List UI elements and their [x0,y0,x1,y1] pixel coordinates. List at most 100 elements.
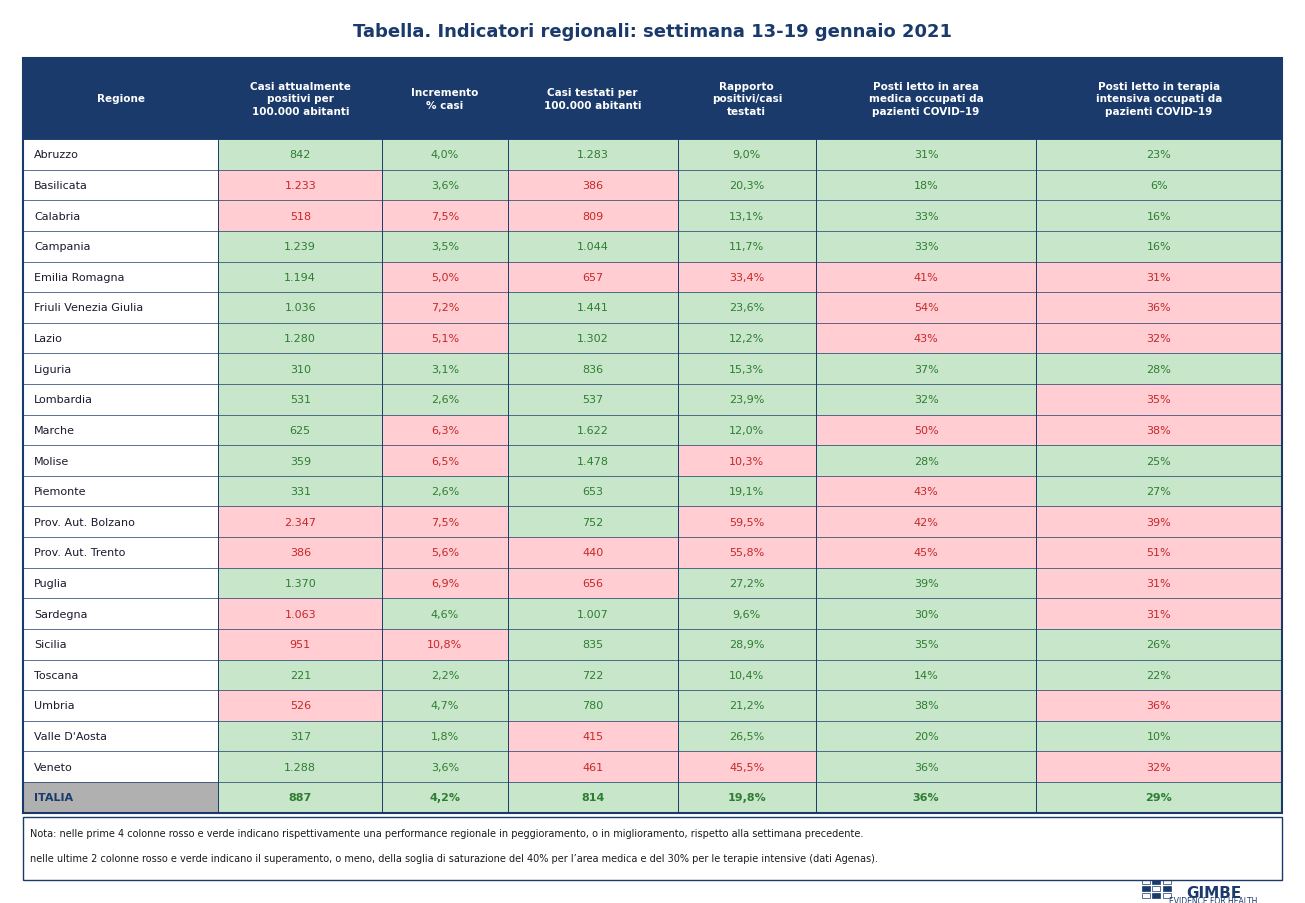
Text: 37%: 37% [913,364,938,375]
Text: 5,1%: 5,1% [431,334,459,344]
Bar [382,385,508,415]
Bar [677,721,816,751]
Text: Sicilia: Sicilia [34,639,67,649]
Bar [23,782,218,813]
Bar [1036,59,1282,140]
Text: 3,1%: 3,1% [431,364,459,375]
Bar [23,385,218,415]
Bar [1036,629,1282,660]
Bar [23,354,218,385]
Bar [508,201,677,232]
Bar [382,59,508,140]
Text: 842: 842 [290,150,311,160]
Text: 7,5%: 7,5% [431,211,459,221]
Bar [23,415,218,446]
Bar [508,323,677,354]
Bar [382,171,508,201]
Text: 25%: 25% [1147,456,1171,466]
Text: 31%: 31% [913,150,938,160]
Bar [816,751,1036,782]
Bar [508,568,677,599]
Text: 39%: 39% [913,578,938,589]
Bar [23,691,218,721]
Text: 415: 415 [582,731,603,741]
Text: 7,5%: 7,5% [431,517,459,527]
Bar [1036,446,1282,477]
Text: 43%: 43% [913,334,938,344]
Bar [816,446,1036,477]
Text: 30%: 30% [913,609,938,619]
Text: 1.007: 1.007 [577,609,608,619]
Bar [218,537,382,568]
Text: 32%: 32% [913,395,938,405]
Bar [23,446,218,477]
Text: 36%: 36% [1147,701,1171,711]
Bar [508,721,677,751]
Text: 36%: 36% [913,762,938,772]
Bar [1036,537,1282,568]
Text: 51%: 51% [1147,548,1171,558]
Text: 1.239: 1.239 [284,242,316,252]
Text: 10,8%: 10,8% [427,639,462,649]
Bar [382,599,508,629]
Bar [23,59,1282,813]
Text: Nota: nelle prime 4 colonne rosso e verde indicano rispettivamente una performan: Nota: nelle prime 4 colonne rosso e verd… [30,828,864,839]
Bar [677,537,816,568]
Bar [1142,886,1150,891]
Bar [508,262,677,293]
Text: 18%: 18% [913,181,938,191]
Text: 26%: 26% [1147,639,1171,649]
Bar [677,476,816,507]
Text: 1.036: 1.036 [284,303,316,313]
Text: 1.044: 1.044 [577,242,608,252]
Text: 14%: 14% [913,670,938,680]
Text: 28%: 28% [913,456,938,466]
Bar [23,751,218,782]
Text: Lazio: Lazio [34,334,63,344]
Text: 19,8%: 19,8% [727,793,766,803]
Bar [816,782,1036,813]
Bar [677,629,816,660]
Bar [382,537,508,568]
Text: 657: 657 [582,273,603,283]
Bar [508,140,677,171]
Text: 531: 531 [290,395,311,405]
Bar [1036,476,1282,507]
Bar [677,323,816,354]
Bar [1036,568,1282,599]
Bar [677,751,816,782]
Text: 54%: 54% [913,303,938,313]
Text: 4,7%: 4,7% [431,701,459,711]
Bar [508,59,677,140]
Text: 27,2%: 27,2% [729,578,765,589]
Text: Sardegna: Sardegna [34,609,87,619]
Text: 1.441: 1.441 [577,303,608,313]
Text: 1.370: 1.370 [284,578,316,589]
Bar [218,262,382,293]
Bar [382,660,508,691]
Text: GIMBE: GIMBE [1186,885,1241,899]
Text: 951: 951 [290,639,311,649]
Bar [23,201,218,232]
Text: 4,0%: 4,0% [431,150,459,160]
Bar [677,507,816,537]
Bar [1036,782,1282,813]
Bar [382,140,508,171]
Text: 1.288: 1.288 [284,762,316,772]
Bar [816,59,1036,140]
Text: 317: 317 [290,731,311,741]
Bar [1152,886,1160,891]
Text: 386: 386 [290,548,311,558]
Bar [508,629,677,660]
Bar [508,537,677,568]
Text: 4,6%: 4,6% [431,609,459,619]
Text: 10,3%: 10,3% [729,456,765,466]
Bar [1036,232,1282,262]
Text: 11,7%: 11,7% [729,242,765,252]
Text: 16%: 16% [1147,242,1171,252]
Bar [218,446,382,477]
Text: 1.063: 1.063 [284,609,316,619]
Bar [218,691,382,721]
Bar [382,751,508,782]
Text: 722: 722 [582,670,603,680]
